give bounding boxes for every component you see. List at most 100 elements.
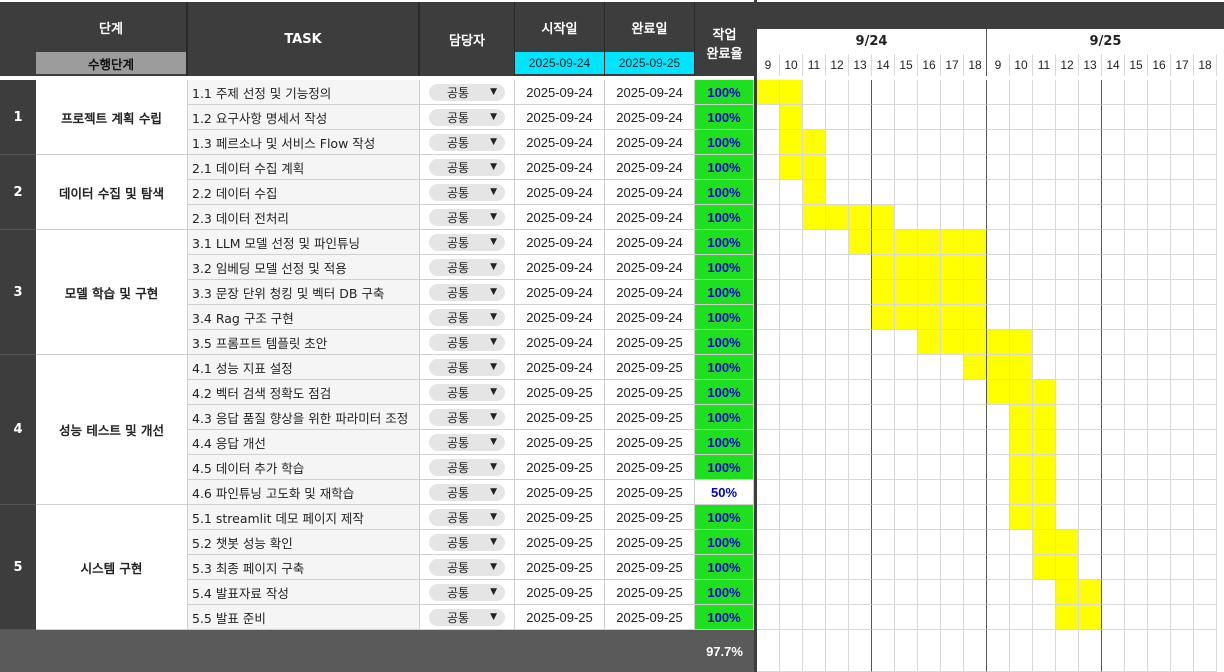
start-date-cell: 2025-09-24: [515, 355, 605, 380]
gantt-cell: [1010, 555, 1033, 580]
gantt-cell: [826, 630, 849, 672]
gantt-cell: [1056, 330, 1079, 355]
gantt-cell: [941, 80, 964, 105]
owner-dropdown[interactable]: 공통 ▼: [429, 83, 505, 101]
owner-dropdown[interactable]: 공통 ▼: [429, 458, 505, 476]
start-date-cell: 2025-09-24: [515, 305, 605, 330]
owner-dropdown[interactable]: 공통 ▼: [429, 383, 505, 401]
chevron-down-icon: ▼: [490, 237, 497, 247]
owner-dropdown[interactable]: 공통 ▼: [429, 483, 505, 501]
gantt-cell: [1194, 480, 1217, 505]
gantt-cell: [849, 430, 872, 455]
gantt-cell: [1194, 255, 1217, 280]
gantt-cell: [1125, 180, 1148, 205]
gantt-cell: [941, 405, 964, 430]
task-name: 5.3 최종 페이지 구축: [188, 555, 420, 580]
gantt-cell: [941, 580, 964, 605]
owner-dropdown-value: 공통: [447, 460, 470, 475]
gantt-bar-cell: [780, 155, 803, 180]
gantt-cell: [1056, 205, 1079, 230]
gantt-bar-cell: [1056, 605, 1079, 630]
gantt-cell: [757, 330, 780, 355]
owner-dropdown[interactable]: 공통 ▼: [429, 183, 505, 201]
gantt-cell: [1033, 155, 1056, 180]
owner-dropdown[interactable]: 공통 ▼: [429, 108, 505, 126]
owner-dropdown-value: 공통: [447, 385, 470, 400]
gantt-bar-cell: [918, 230, 941, 255]
owner-cell: 공통 ▼: [420, 130, 515, 155]
owner-dropdown[interactable]: 공통 ▼: [429, 508, 505, 526]
gantt-cell: [941, 530, 964, 555]
end-date-cell: 2025-09-25: [605, 605, 695, 630]
gantt-cell: [1102, 155, 1125, 180]
owner-dropdown[interactable]: 공통 ▼: [429, 608, 505, 626]
gantt-cell: [1125, 130, 1148, 155]
owner-dropdown[interactable]: 공통 ▼: [429, 258, 505, 276]
progress-header-line2: 완료율: [706, 47, 743, 62]
gantt-bar-cell: [895, 280, 918, 305]
gantt-cell: [895, 155, 918, 180]
gantt-cell: [849, 305, 872, 330]
owner-dropdown-value: 공통: [447, 435, 470, 450]
owner-dropdown[interactable]: 공통 ▼: [429, 133, 505, 151]
start-date-cell: 2025-09-25: [515, 580, 605, 605]
start-date-cell: 2025-09-24: [515, 155, 605, 180]
owner-dropdown[interactable]: 공통 ▼: [429, 233, 505, 251]
gantt-cell: [1056, 430, 1079, 455]
gantt-day-9-24: 9/24: [757, 29, 987, 54]
owner-dropdown-value: 공통: [447, 510, 470, 525]
gantt-cell: [1079, 230, 1102, 255]
gantt-cell: [1148, 555, 1171, 580]
gantt-cell: [1148, 305, 1171, 330]
gantt-cell: [1102, 255, 1125, 280]
owner-cell: 공통 ▼: [420, 380, 515, 405]
start-date-cell: 2025-09-24: [515, 330, 605, 355]
progress-cell: 100%: [695, 605, 754, 630]
owner-dropdown[interactable]: 공통 ▼: [429, 358, 505, 376]
gantt-cell: [1102, 430, 1125, 455]
owner-dropdown[interactable]: 공통 ▼: [429, 308, 505, 326]
owner-dropdown[interactable]: 공통 ▼: [429, 558, 505, 576]
owner-dropdown[interactable]: 공통 ▼: [429, 333, 505, 351]
gantt-cell: [1171, 355, 1194, 380]
gantt-cell: [1056, 180, 1079, 205]
owner-dropdown-value: 공통: [447, 335, 470, 350]
gantt-cell: [826, 355, 849, 380]
gantt-hour-label: 15: [1125, 54, 1148, 76]
chevron-down-icon: ▼: [490, 312, 497, 322]
gantt-cell: [849, 255, 872, 280]
owner-dropdown[interactable]: 공통 ▼: [429, 533, 505, 551]
owner-cell: 공통 ▼: [420, 305, 515, 330]
chevron-down-icon: ▼: [490, 137, 497, 147]
owner-dropdown[interactable]: 공통 ▼: [429, 158, 505, 176]
gantt-cell: [895, 180, 918, 205]
gantt-bar-cell: [987, 380, 1010, 405]
task-name: 4.1 성능 지표 설정: [188, 355, 420, 380]
gantt-cell: [941, 605, 964, 630]
gantt-bar-cell: [803, 180, 826, 205]
gantt-cell: [1102, 455, 1125, 480]
gantt-cell: [918, 430, 941, 455]
chevron-down-icon: ▼: [490, 162, 497, 172]
gantt-cell: [1125, 580, 1148, 605]
gantt-cell: [1010, 80, 1033, 105]
gantt-cell: [1148, 230, 1171, 255]
owner-dropdown[interactable]: 공통 ▼: [429, 283, 505, 301]
owner-dropdown-value: 공통: [447, 260, 470, 275]
gantt-cell: [1056, 630, 1079, 672]
gantt-cell: [1171, 505, 1194, 530]
end-date-cell: 2025-09-24: [605, 280, 695, 305]
start-date-cell: 2025-09-25: [515, 480, 605, 505]
gantt-cell: [780, 480, 803, 505]
owner-dropdown[interactable]: 공통 ▼: [429, 583, 505, 601]
gantt-cell: [757, 105, 780, 130]
gantt-cell: [1010, 105, 1033, 130]
gantt-cell: [895, 105, 918, 130]
owner-dropdown[interactable]: 공통 ▼: [429, 433, 505, 451]
gantt-cell: [1194, 305, 1217, 330]
gantt-cell: [1125, 455, 1148, 480]
owner-dropdown[interactable]: 공통 ▼: [429, 208, 505, 226]
gantt-cell: [872, 80, 895, 105]
gantt-cell: [1171, 155, 1194, 180]
owner-dropdown[interactable]: 공통 ▼: [429, 408, 505, 426]
